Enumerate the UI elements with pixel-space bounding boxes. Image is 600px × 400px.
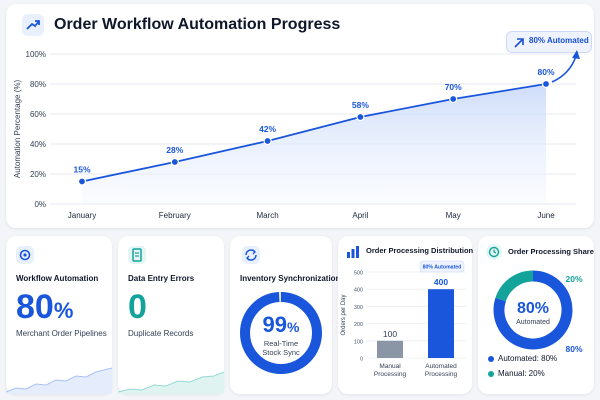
y-tick-label: 20%: [30, 170, 46, 179]
line-chart: 0% 20% 40% 60% 80% 100% Automation Percentage …: [13, 50, 580, 220]
y-tick-label: 40%: [30, 140, 46, 149]
document-icon: [128, 246, 146, 264]
errors-title: Data Entry Errors: [128, 274, 195, 283]
automated-badge: 80% Automated: [506, 31, 592, 53]
arrow-up-right-icon: [514, 38, 524, 48]
legend-dot-manual: [488, 370, 494, 377]
y-tick-label: 60%: [30, 110, 46, 119]
x-tick-label: March: [256, 211, 278, 220]
data-label: 42%: [259, 124, 276, 134]
y-tick-label: 400: [354, 288, 363, 294]
data-label: 28%: [166, 145, 183, 155]
trend-arrow: [551, 55, 577, 83]
slice-automated: [493, 270, 573, 350]
y-tick-label: 300: [354, 305, 363, 311]
data-point: [170, 157, 179, 167]
bar-chart-icon: [346, 245, 360, 263]
data-point: [541, 79, 551, 89]
distribution-card: Order Processing Distribution 0 100 200 300…: [338, 236, 474, 394]
x-tick-label: Processing: [374, 371, 407, 378]
bar-automated: [428, 289, 454, 358]
trend-up-icon: [22, 14, 44, 36]
data-label: 58%: [352, 100, 369, 110]
x-tick-label: Manual: [379, 363, 401, 370]
legend-dot-automated: [488, 355, 494, 362]
x-tick-label: January: [68, 211, 96, 220]
legend-manual: Manual: 20%: [488, 369, 545, 378]
data-point: [263, 136, 272, 146]
y-axis-label: Orders per Day: [341, 294, 347, 335]
data-label: 15%: [73, 165, 90, 175]
data-label: 70%: [445, 82, 462, 92]
slice-manual: [495, 270, 534, 302]
y-tick-label: 100%: [26, 50, 46, 59]
inventory-sync-card: Inventory Synchronization 99% Real-Time …: [230, 236, 340, 394]
workflow-automation-card: Workflow Automation 80% Merchant Order P…: [6, 236, 112, 394]
y-tick-label: 80%: [30, 80, 46, 89]
x-tick-label: May: [446, 211, 461, 220]
errors-subtitle: Duplicate Records: [128, 329, 194, 338]
x-tick-label: April: [352, 211, 368, 220]
bar-value-label: 100: [383, 329, 397, 339]
bar-value-label: 400: [434, 277, 448, 287]
y-axis-label: Automation Percentage (%): [13, 80, 22, 179]
distribution-title: Order Processing Distribution: [366, 246, 474, 255]
gear-icon: [16, 246, 34, 264]
x-tick-label: June: [537, 211, 555, 220]
y-tick-label: 200: [354, 322, 363, 328]
x-tick-label: Automated: [425, 363, 457, 370]
inventory-ring: 99% Real-Time Stock Sync: [240, 292, 322, 374]
y-tick-label: 100: [354, 339, 363, 345]
donut-center-value: 80%: [517, 300, 549, 317]
area-fill: [82, 84, 546, 204]
trend-arrow-head: [572, 50, 580, 59]
data-point: [449, 94, 458, 104]
inventory-ring-arc: [240, 292, 322, 374]
share-title: Order Processing Share: [508, 247, 594, 256]
data-point: [77, 177, 87, 186]
workflow-value: 80%: [16, 288, 74, 326]
page-title: Order Workflow Automation Progress: [54, 16, 341, 33]
annotation-label: 80% Automated: [423, 265, 462, 271]
x-tick-label: February: [159, 211, 191, 220]
inventory-title: Inventory Synchronization: [240, 274, 341, 283]
donut-chart: 80% Automated 20% 80%: [493, 270, 583, 354]
workflow-subtitle: Merchant Order Pipelines: [16, 329, 107, 338]
errors-value: 0: [128, 288, 147, 326]
workflow-title: Workflow Automation: [16, 274, 99, 283]
clock-icon: [486, 244, 502, 260]
x-tick-label: Processing: [425, 371, 458, 378]
inventory-label-1: Real-Time: [264, 339, 298, 348]
y-tick-label: 500: [354, 271, 363, 277]
automation-progress-card: Order Workflow Automation Progress 80% A…: [6, 4, 594, 228]
legend-automated: Automated: 80%: [488, 354, 557, 363]
inventory-value: 99%: [263, 312, 300, 337]
data-point: [356, 112, 365, 122]
workflow-sparkline: [6, 367, 112, 394]
inventory-label-2: Stock Sync: [262, 348, 300, 357]
donut-center-label: Automated: [516, 319, 550, 326]
badge-label: 80% Automated: [529, 36, 589, 45]
data-entry-errors-card: Data Entry Errors 0 Duplicate Records: [118, 236, 224, 394]
annotation-badge: [419, 260, 465, 273]
errors-sparkline: [118, 371, 224, 394]
share-card: Order Processing Share 80% Automated 20% 80…: [478, 236, 594, 394]
slice-label-automated: 80%: [565, 344, 582, 354]
y-tick-label: 0%: [34, 200, 46, 209]
bar-manual: [377, 340, 403, 358]
series-line: [81, 83, 547, 183]
sync-icon: [242, 246, 260, 264]
y-tick-label: 0: [360, 357, 363, 363]
data-label: 80%: [537, 67, 554, 77]
slice-label-manual: 20%: [565, 274, 582, 284]
